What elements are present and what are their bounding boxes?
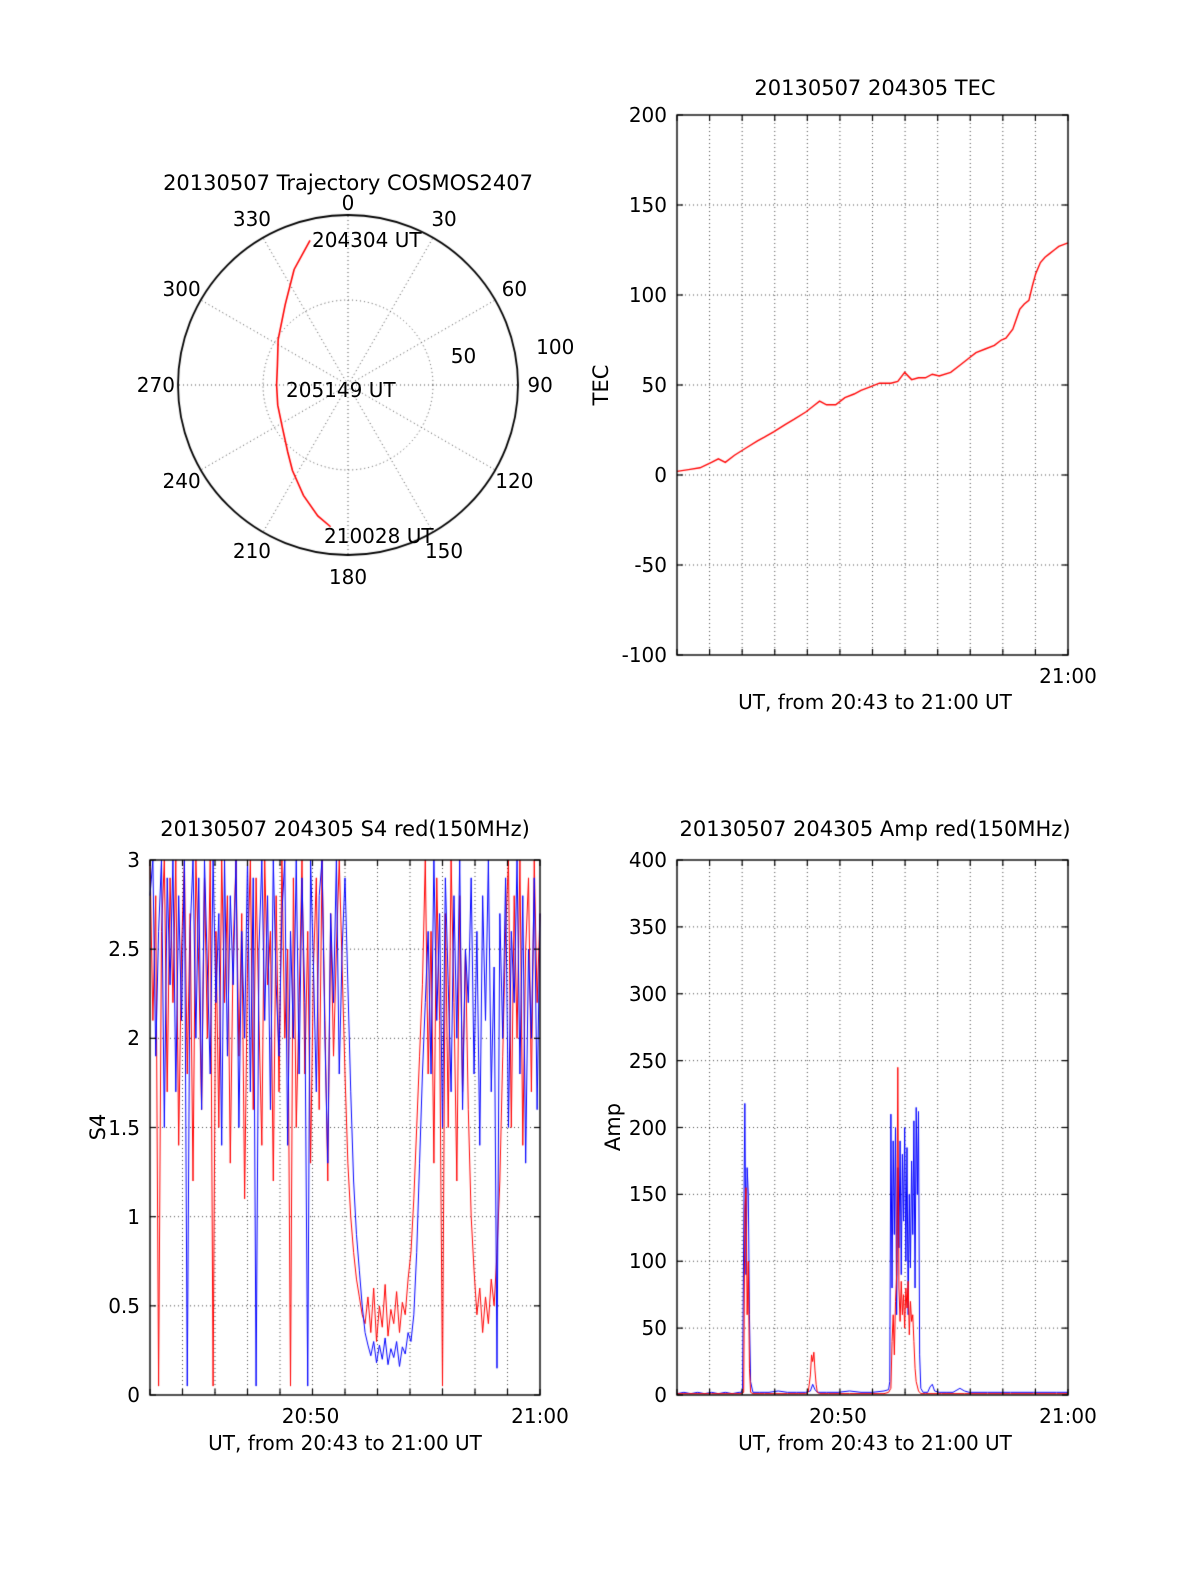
tec-ytick-label: 100 bbox=[628, 283, 667, 307]
polar-axis-label: 120 bbox=[495, 469, 534, 494]
tec-ytick-label: -100 bbox=[621, 643, 667, 667]
amp-ytick-label: 50 bbox=[641, 1316, 667, 1341]
trajectory-time-label: 204304 UT bbox=[312, 228, 422, 252]
amp-ytick-label: 400 bbox=[628, 848, 667, 872]
amp-ytick-label: 200 bbox=[628, 1115, 667, 1140]
polar-axis-label: 180 bbox=[328, 565, 368, 590]
tec-ytick-label: 50 bbox=[641, 373, 667, 397]
polar-axis-label: 300 bbox=[162, 276, 201, 301]
s4-yaxis-label: S4 bbox=[86, 1113, 110, 1141]
tec-ytick-label: 150 bbox=[628, 193, 667, 217]
s4-xtick-label: 21:00 bbox=[511, 1404, 569, 1428]
trajectory-time-label: 205149 UT bbox=[286, 378, 396, 402]
amp-ytick-label: 350 bbox=[628, 914, 667, 939]
s4-ytick-label: 1 bbox=[127, 1204, 140, 1229]
amp-xaxis-label: UT, from 20:43 to 21:00 UT bbox=[738, 1431, 1012, 1455]
tec-yaxis-label: TEC bbox=[589, 364, 613, 406]
amp-ytick-label: 150 bbox=[628, 1182, 667, 1207]
polar-axis-label: 60 bbox=[501, 276, 528, 301]
polar-axis-label: 330 bbox=[232, 206, 272, 231]
trajectory-time-label: 210028 UT bbox=[324, 524, 434, 548]
polar-axis-label: 240 bbox=[162, 469, 201, 494]
s4-title: 20130507 204305 S4 red(150MHz) bbox=[160, 817, 530, 841]
amp-xtick-label: 21:00 bbox=[1039, 1404, 1097, 1428]
s4-ytick-label: 1.5 bbox=[108, 1115, 140, 1140]
polar-axis-label: 30 bbox=[431, 206, 457, 231]
polar-axis-label: 270 bbox=[136, 373, 175, 397]
polar-axis-label: 50 bbox=[450, 344, 477, 369]
amp-xtick-label: 20:50 bbox=[809, 1404, 867, 1428]
polar-axis-label: 90 bbox=[527, 373, 553, 397]
s4-ytick-label: 3 bbox=[127, 848, 140, 872]
amp-ytick-label: 300 bbox=[628, 981, 667, 1006]
tec-title: 20130507 204305 TEC bbox=[754, 76, 996, 100]
tec-xaxis-label: UT, from 20:43 to 21:00 UT bbox=[738, 690, 1012, 714]
s4-xtick-label: 20:50 bbox=[281, 1404, 340, 1428]
polar-axis-label: 0 bbox=[341, 191, 355, 216]
amp-ytick-label: 100 bbox=[628, 1249, 667, 1274]
tec-ytick-label: -50 bbox=[634, 553, 667, 577]
tec-xtick-label: 21:00 bbox=[1039, 664, 1097, 688]
s4-ytick-label: 0.5 bbox=[108, 1293, 140, 1318]
amp-ytick-label: 250 bbox=[628, 1048, 667, 1073]
s4-ytick-label: 0 bbox=[127, 1383, 140, 1407]
polar-axis-label: 100 bbox=[536, 334, 575, 359]
s4-ytick-label: 2.5 bbox=[108, 937, 140, 962]
tec-ytick-label: 0 bbox=[654, 463, 667, 487]
tec-ytick-label: 200 bbox=[628, 103, 667, 127]
s4-xaxis-label: UT, from 20:43 to 21:00 UT bbox=[208, 1431, 482, 1455]
amp-yaxis-label: Amp bbox=[601, 1102, 625, 1152]
amp-title: 20130507 204305 Amp red(150MHz) bbox=[679, 817, 1071, 841]
trajectory-title: 20130507 Trajectory COSMOS2407 bbox=[163, 171, 533, 195]
polar-axis-label: 210 bbox=[232, 539, 272, 564]
polar-axis-label: 150 bbox=[424, 539, 464, 564]
amp-ytick-label: 0 bbox=[654, 1383, 667, 1407]
s4-ytick-label: 2 bbox=[127, 1026, 140, 1051]
